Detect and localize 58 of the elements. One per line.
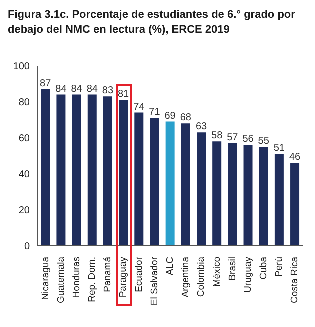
bar	[274, 154, 284, 246]
bar	[259, 147, 268, 246]
data-label: 55	[258, 136, 270, 147]
x-tick-label: Panamá	[102, 256, 114, 292]
x-tick-label: Brasil	[227, 257, 238, 281]
x-tick-label: ALC	[165, 256, 176, 276]
x-tick-label: Perú	[274, 257, 286, 278]
bar	[212, 142, 222, 246]
y-tick-label: 80	[18, 98, 30, 109]
x-tick-label: Nicaragua	[40, 256, 52, 300]
x-tick-label: México	[212, 257, 223, 288]
x-tick-label: Cuba	[258, 256, 270, 280]
x-tick-label: Honduras	[71, 256, 82, 298]
x-tick-label: Ecuador	[134, 257, 145, 292]
bar	[166, 122, 175, 246]
bar	[88, 94, 97, 246]
x-tick-label: Rep. Dom.	[87, 257, 98, 302]
bar	[228, 143, 238, 246]
data-label: 51	[274, 143, 286, 154]
x-tick-label: Uruguay	[242, 256, 254, 293]
bar	[41, 89, 50, 246]
bar	[150, 118, 160, 246]
chart-title: Figura 3.1c. Porcentaje de estudiantes de 6.° grado por debajo del NMC en lectura (%), ERCE 2019	[8, 8, 296, 38]
bar	[134, 112, 144, 246]
y-tick-label: 40	[18, 170, 30, 181]
data-label: 57	[227, 132, 239, 144]
data-label: 83	[102, 86, 114, 97]
y-tick-label: 0	[24, 242, 30, 253]
data-label: 84	[56, 84, 68, 95]
y-tick-label: 20	[18, 206, 30, 217]
bar	[197, 132, 206, 246]
data-label: 74	[134, 102, 146, 113]
x-tick-label: Costa Rica	[290, 256, 301, 304]
data-label: 81	[118, 89, 130, 100]
data-label: 63	[196, 122, 208, 133]
x-tick-label: El Salvador	[149, 257, 160, 306]
bar	[103, 96, 112, 246]
bar	[72, 94, 82, 246]
x-tick-label: Argentina	[180, 256, 192, 298]
bar	[290, 163, 300, 246]
x-tick-label: Guatemala	[56, 256, 67, 304]
data-label: 87	[40, 78, 52, 90]
y-tick-label: 60	[18, 134, 30, 145]
data-label: 71	[149, 107, 161, 118]
bar	[181, 124, 190, 246]
bar	[119, 100, 128, 246]
data-label: 68	[180, 112, 192, 124]
bar	[244, 145, 253, 246]
x-tick-label: Colombia	[196, 256, 208, 298]
data-label: 46	[289, 152, 302, 164]
y-tick-label: 100	[13, 62, 30, 73]
data-label: 84	[86, 84, 98, 95]
data-label: 58	[212, 130, 224, 142]
data-label: 84	[71, 84, 83, 95]
data-label: 56	[242, 134, 254, 146]
data-label: 69	[164, 110, 176, 122]
bar	[56, 94, 66, 246]
x-tick-label: Paraguay	[118, 256, 130, 298]
